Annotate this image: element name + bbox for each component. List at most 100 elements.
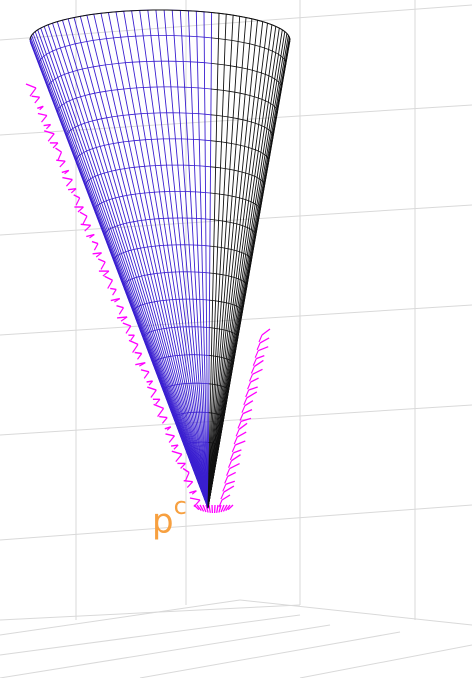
- grid-line: [0, 5, 472, 40]
- normal-tick: [244, 398, 247, 405]
- normal-tick: [123, 323, 131, 326]
- grid-line: [0, 405, 472, 435]
- normal-tick: [209, 505, 210, 513]
- normal-tick: [158, 408, 164, 416]
- point-label-base: p: [152, 501, 174, 541]
- normal-tick: [235, 441, 245, 445]
- normal-tick: [225, 476, 228, 483]
- normal-tick: [256, 356, 264, 359]
- normal-tick: [251, 378, 259, 382]
- normal-tick: [184, 481, 193, 482]
- mesh-meridian: [208, 19, 252, 508]
- normal-tick: [251, 366, 254, 373]
- normal-tick: [222, 495, 230, 500]
- floor-grid-line: [300, 645, 472, 678]
- normal-tick: [131, 335, 135, 340]
- normal-tick: [253, 369, 263, 374]
- mesh-meridian: [208, 28, 279, 508]
- mesh-meridian: [68, 19, 208, 508]
- normal-tick: [236, 429, 239, 436]
- mesh-meridian: [208, 26, 276, 508]
- normal-tick: [78, 207, 83, 212]
- normal-tick: [247, 392, 257, 398]
- normal-tick: [35, 97, 40, 103]
- normal-tick: [232, 445, 235, 452]
- normal-tick: [169, 436, 174, 443]
- normal-tick: [144, 372, 149, 379]
- normal-tick: [259, 335, 262, 342]
- normal-tick: [151, 390, 156, 397]
- normal-tick: [255, 351, 258, 358]
- normal-tick: [101, 262, 105, 269]
- normal-tick: [81, 224, 91, 225]
- floor-grid-line: [0, 615, 300, 655]
- normal-tick: [217, 505, 218, 513]
- grid-line: [0, 505, 472, 540]
- normal-tick: [227, 469, 230, 476]
- normal-tick: [48, 134, 54, 141]
- normal-tick: [246, 390, 249, 397]
- normal-tick: [94, 244, 98, 251]
- normal-tick: [62, 178, 72, 180]
- normal-tick: [232, 455, 241, 461]
- normal-tick: [172, 451, 182, 454]
- normal-tick: [242, 406, 245, 413]
- normal-tick: [154, 404, 164, 408]
- floor-grid-line: [0, 600, 240, 635]
- normal-tick: [113, 289, 117, 295]
- normal-tick: [38, 114, 47, 116]
- normal-tick: [58, 152, 62, 160]
- normal-tick: [221, 492, 224, 499]
- normal-tick: [133, 344, 138, 352]
- mesh-meridian: [38, 30, 208, 508]
- normal-tick: [110, 288, 116, 289]
- normal-tick: [135, 353, 142, 354]
- normal-tick: [257, 343, 260, 350]
- normal-tick: [117, 306, 124, 308]
- normal-tick: [248, 382, 251, 389]
- normal-tick: [26, 84, 36, 88]
- normal-tick: [138, 354, 142, 360]
- normal-tick: [92, 242, 98, 244]
- normal-tick: [83, 216, 87, 224]
- normal-tick: [238, 421, 241, 428]
- normal-tick: [262, 329, 270, 335]
- normal-tick: [32, 96, 40, 97]
- normal-tick: [243, 410, 252, 414]
- normal-tick: [141, 370, 149, 372]
- normal-tick: [237, 432, 246, 437]
- normal-tick: [181, 463, 186, 468]
- normal-tick: [98, 259, 105, 262]
- normal-tick: [228, 472, 236, 476]
- cone-surface-mesh: [30, 10, 290, 508]
- normal-tick: [85, 225, 91, 231]
- mesh-meridian: [48, 25, 208, 508]
- normal-tick: [230, 464, 240, 469]
- point-label-superscript: c: [174, 492, 187, 520]
- normal-tick: [129, 340, 138, 344]
- normal-tick: [190, 498, 200, 500]
- mesh-meridian: [208, 22, 263, 508]
- point-label: pc: [152, 500, 187, 538]
- normal-tick: [230, 453, 233, 460]
- normal-tick: [74, 195, 80, 198]
- normal-tick: [224, 486, 234, 492]
- normal-tick: [60, 161, 65, 167]
- normal-tick: [187, 482, 192, 488]
- normal-tick: [66, 180, 72, 187]
- normal-tick: [258, 347, 268, 351]
- normal-tick: [147, 387, 156, 390]
- normal-tick: [53, 143, 58, 148]
- normal-tick: [176, 454, 182, 461]
- floor-grid-line: [140, 632, 400, 678]
- normal-tick: [166, 434, 175, 436]
- normal-tick: [245, 401, 253, 406]
- normal-tick: [80, 212, 87, 216]
- normal-tick: [30, 88, 36, 96]
- normal-tick: [105, 276, 113, 280]
- normal-tick: [229, 461, 232, 468]
- normal-tick: [156, 399, 160, 404]
- normal-tick: [76, 198, 80, 205]
- normal-tick: [108, 280, 113, 288]
